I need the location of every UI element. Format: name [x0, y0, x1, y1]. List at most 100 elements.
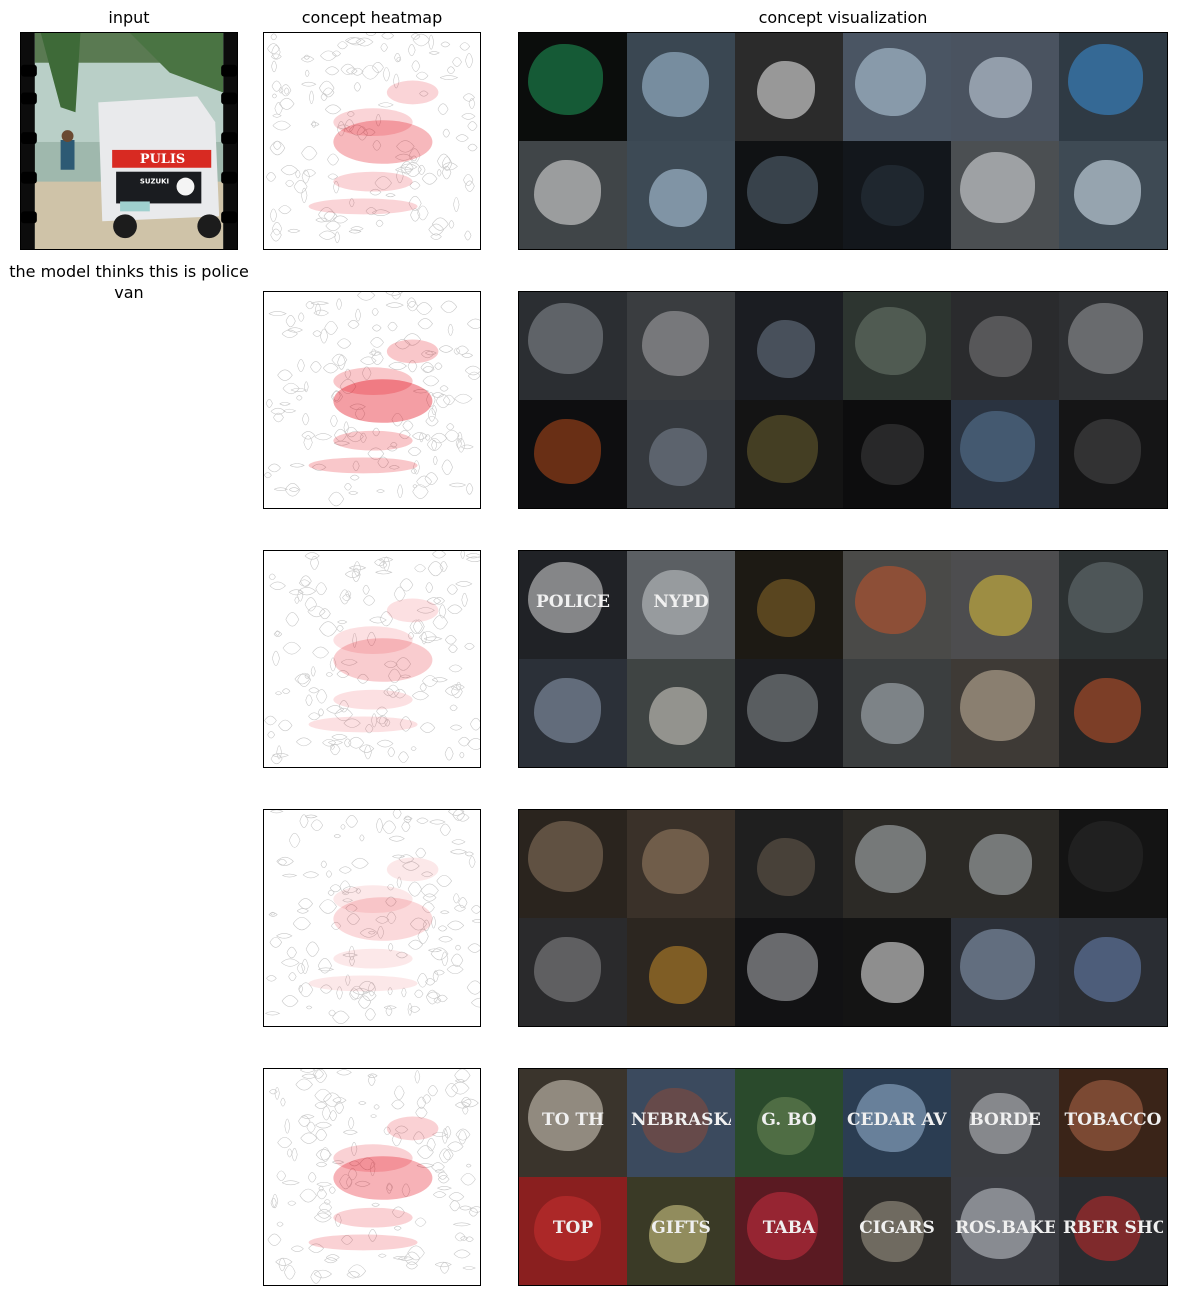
edge-stroke	[272, 120, 291, 131]
edge-stroke	[456, 813, 470, 822]
edge-stroke	[422, 375, 440, 387]
edge-stroke	[376, 739, 394, 748]
concept-example-tile: NEBRASKA	[627, 1069, 735, 1177]
edge-stroke	[359, 834, 365, 842]
edge-stroke	[379, 611, 393, 627]
edge-stroke	[450, 849, 467, 855]
edge-stroke	[345, 590, 352, 598]
edge-stroke	[314, 1101, 328, 1109]
edge-stroke	[290, 1245, 304, 1252]
edge-stroke	[452, 810, 465, 821]
edge-stroke	[358, 995, 372, 1009]
edge-stroke	[426, 1137, 436, 1152]
edge-stroke	[359, 432, 367, 443]
edge-stroke	[407, 446, 422, 456]
edge-stroke	[391, 1132, 402, 1147]
edge-stroke	[449, 1200, 461, 1212]
edge-stroke	[331, 353, 348, 366]
edge-stroke	[386, 1182, 393, 1194]
heatmap-canvas	[265, 33, 478, 244]
highlight-region	[746, 415, 819, 484]
edge-stroke	[287, 1200, 297, 1206]
concept-example-tile	[735, 918, 843, 1026]
edge-stroke	[289, 463, 305, 468]
edge-stroke	[381, 33, 395, 40]
edge-stroke	[369, 616, 387, 624]
edge-stroke	[404, 161, 422, 177]
edge-stroke	[448, 664, 463, 673]
edge-stroke	[431, 1162, 445, 1172]
edge-stroke	[454, 904, 466, 912]
edge-stroke	[362, 990, 377, 1001]
concept-example-tile	[627, 141, 735, 249]
concept-example-tile	[843, 292, 951, 400]
edge-stroke	[437, 1174, 450, 1184]
highlight-region	[959, 410, 1036, 483]
edge-stroke	[467, 121, 478, 131]
concept-example-tile	[951, 141, 1059, 249]
edge-stroke	[424, 472, 439, 485]
concept-example-tile: ROS.BAKERY	[951, 1177, 1059, 1285]
concept-visualization-5: TO TH NEBRASKA G. BO CEDAR AVE BORDE TOBACCO T…	[518, 1068, 1168, 1286]
highlight-region	[648, 687, 707, 746]
edge-stroke	[398, 854, 415, 864]
edge-stroke	[269, 208, 278, 223]
edge-stroke	[407, 632, 415, 640]
concept-example-tile	[951, 659, 1059, 767]
edge-stroke	[288, 972, 297, 982]
edge-stroke	[328, 1186, 336, 1194]
edge-stroke	[385, 193, 396, 198]
visualization-column-title: concept visualization	[758, 8, 928, 27]
edge-stroke	[364, 1008, 376, 1021]
edge-stroke	[336, 1069, 352, 1076]
edge-stroke	[304, 69, 310, 77]
edge-stroke	[455, 1079, 465, 1083]
edge-stroke	[407, 881, 422, 897]
edge-stroke	[378, 102, 394, 108]
edge-stroke	[371, 352, 384, 365]
concept-visualization-1	[518, 32, 1168, 250]
highlight-region	[746, 1192, 819, 1261]
edge-stroke	[283, 408, 297, 413]
edge-stroke	[317, 958, 332, 974]
edge-stroke	[343, 718, 361, 728]
edge-stroke	[415, 71, 429, 80]
edge-stroke	[385, 292, 403, 296]
edge-stroke	[357, 292, 376, 301]
edge-stroke	[296, 395, 303, 401]
edge-stroke	[455, 1101, 471, 1109]
concept-example-tile	[1059, 292, 1167, 400]
edge-stroke	[414, 564, 426, 573]
highlight-region	[861, 164, 924, 227]
edge-stroke	[437, 153, 451, 169]
concept-example-tile	[1059, 33, 1167, 141]
edge-stroke	[414, 989, 424, 999]
concept-example-tile	[627, 918, 735, 1026]
edge-stroke	[318, 230, 337, 240]
edge-stroke	[465, 1163, 472, 1168]
edge-stroke	[387, 747, 396, 757]
heat-spot	[308, 198, 418, 215]
edge-stroke	[265, 399, 273, 408]
edge-stroke	[295, 169, 301, 179]
edge-stroke	[271, 45, 281, 60]
edge-stroke	[425, 350, 437, 356]
edge-stroke	[439, 75, 459, 81]
edge-stroke	[415, 302, 433, 315]
edge-stroke	[330, 744, 335, 750]
edge-stroke	[428, 223, 445, 236]
edge-stroke	[275, 691, 283, 696]
edge-stroke	[464, 180, 475, 192]
edge-stroke	[350, 226, 364, 232]
concept-example-tile	[951, 551, 1059, 659]
edge-stroke	[328, 1009, 336, 1017]
edge-stroke	[460, 1173, 476, 1186]
edge-stroke	[323, 1092, 342, 1107]
edge-stroke	[387, 943, 394, 952]
edge-stroke	[298, 1115, 311, 1127]
heatmap-column-title: concept heatmap	[301, 8, 443, 27]
edge-stroke	[270, 911, 276, 916]
edge-stroke	[412, 619, 425, 634]
edge-stroke	[427, 1085, 438, 1097]
concept-example-tile	[627, 400, 735, 508]
